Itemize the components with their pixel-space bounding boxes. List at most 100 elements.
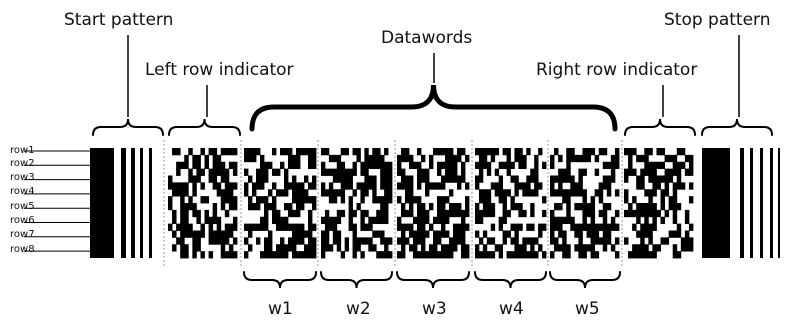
codeword-module <box>518 223 523 231</box>
codeword-module <box>534 182 539 190</box>
codeword-module <box>672 161 678 170</box>
codeword-module <box>449 168 454 176</box>
codeword-module <box>409 182 414 190</box>
codeword-module <box>453 203 458 211</box>
codeword-module <box>441 230 446 238</box>
codeword-module <box>188 223 193 231</box>
codeword-module <box>475 175 480 183</box>
stop-pattern-bars <box>702 148 780 258</box>
codeword-module <box>336 175 342 183</box>
codeword-module <box>192 189 197 197</box>
codeword-module <box>684 154 690 163</box>
codeword-module <box>332 216 338 225</box>
codeword-module <box>196 154 201 163</box>
codeword-module <box>582 223 587 231</box>
codeword-module <box>614 161 620 170</box>
codeword-module <box>252 154 257 163</box>
codeword-module <box>624 189 629 197</box>
codeword-module <box>550 175 555 183</box>
word-label: w5 <box>575 299 600 319</box>
codeword-module <box>578 244 583 252</box>
codeword-module <box>628 148 633 156</box>
codeword-module <box>196 161 201 170</box>
codeword-module <box>336 237 342 245</box>
codeword-module <box>554 148 559 156</box>
codeword-module <box>264 244 269 252</box>
codeword-module <box>380 196 385 204</box>
codeword-module <box>582 216 587 225</box>
codeword-module <box>594 237 600 245</box>
codeword-module <box>578 223 583 231</box>
brace <box>243 271 317 289</box>
codeword-module <box>336 216 342 225</box>
codeword-module <box>208 175 214 183</box>
codeword-module <box>228 230 234 238</box>
codeword-module <box>188 230 193 238</box>
codeword-module <box>457 223 462 231</box>
codeword-module <box>624 209 629 218</box>
codeword-module <box>292 182 297 190</box>
codeword-module <box>176 189 181 197</box>
codeword-module <box>672 203 678 211</box>
codeword-module <box>652 244 657 252</box>
codeword-module <box>668 175 674 183</box>
datawords-label: Datawords <box>381 28 473 48</box>
codeword-module <box>321 161 326 170</box>
codeword-module <box>312 154 317 163</box>
codeword-module <box>200 148 205 156</box>
codeword-module <box>248 244 253 252</box>
codeword-module <box>321 244 326 252</box>
codeword-module <box>648 251 653 259</box>
codeword-module <box>348 168 353 176</box>
codeword-module <box>360 209 365 218</box>
codeword-module <box>296 251 301 259</box>
codeword-module <box>196 237 201 245</box>
codeword-module <box>356 244 361 252</box>
codeword-module <box>292 175 297 183</box>
codeword-module <box>478 148 484 156</box>
codeword-module <box>578 189 583 197</box>
codeword-module <box>376 161 381 170</box>
codeword-module <box>401 203 406 211</box>
codeword-module <box>176 148 181 156</box>
codeword-module <box>445 175 450 183</box>
codeword-module <box>534 189 539 197</box>
codeword-module <box>312 251 317 259</box>
codeword-module <box>352 161 357 170</box>
codeword-module <box>475 230 480 238</box>
codeword-module <box>168 196 173 204</box>
codeword-module <box>534 168 539 176</box>
codeword-module <box>578 168 583 176</box>
codeword-module <box>368 182 373 190</box>
codeword-module <box>300 223 305 231</box>
codeword-module <box>624 237 629 245</box>
codeword-module <box>640 175 645 183</box>
codeword-module <box>502 230 507 238</box>
codeword-module <box>628 251 633 259</box>
codeword-module <box>482 209 488 218</box>
codeword-module <box>308 244 313 252</box>
codeword-module <box>268 230 273 238</box>
codeword-module <box>228 182 234 190</box>
codeword-module <box>490 251 496 259</box>
codeword-module <box>578 203 583 211</box>
codeword-module <box>228 196 234 204</box>
codeword-module <box>632 148 637 156</box>
codeword-module <box>453 161 458 170</box>
codeword-module <box>308 182 313 190</box>
codeword-module <box>566 209 571 218</box>
codeword-module <box>264 203 269 211</box>
start-bar <box>121 148 126 258</box>
codeword-module <box>196 209 201 218</box>
codeword-module <box>594 230 600 238</box>
codeword-module <box>664 189 670 197</box>
codeword-module <box>252 223 257 231</box>
codeword-module <box>348 203 353 211</box>
codeword-module <box>208 237 214 245</box>
codeword-module <box>188 196 193 204</box>
codeword-module <box>660 203 665 211</box>
codeword-module <box>425 189 430 197</box>
codeword-module <box>401 182 406 190</box>
codeword-module <box>409 161 414 170</box>
codeword-module <box>384 216 389 225</box>
